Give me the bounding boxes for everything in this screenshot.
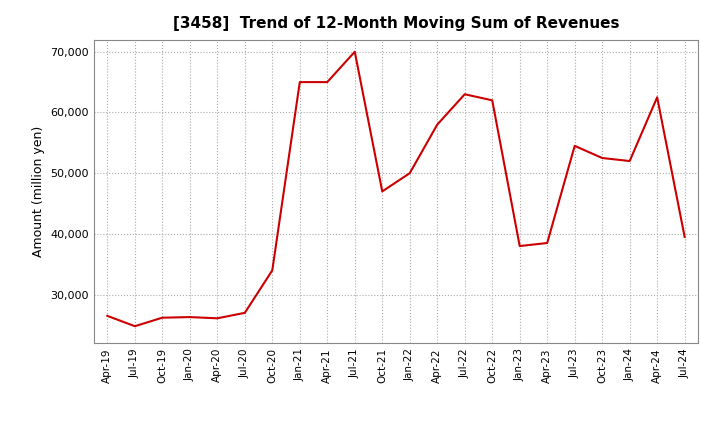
Title: [3458]  Trend of 12-Month Moving Sum of Revenues: [3458] Trend of 12-Month Moving Sum of R… — [173, 16, 619, 32]
Y-axis label: Amount (million yen): Amount (million yen) — [32, 126, 45, 257]
